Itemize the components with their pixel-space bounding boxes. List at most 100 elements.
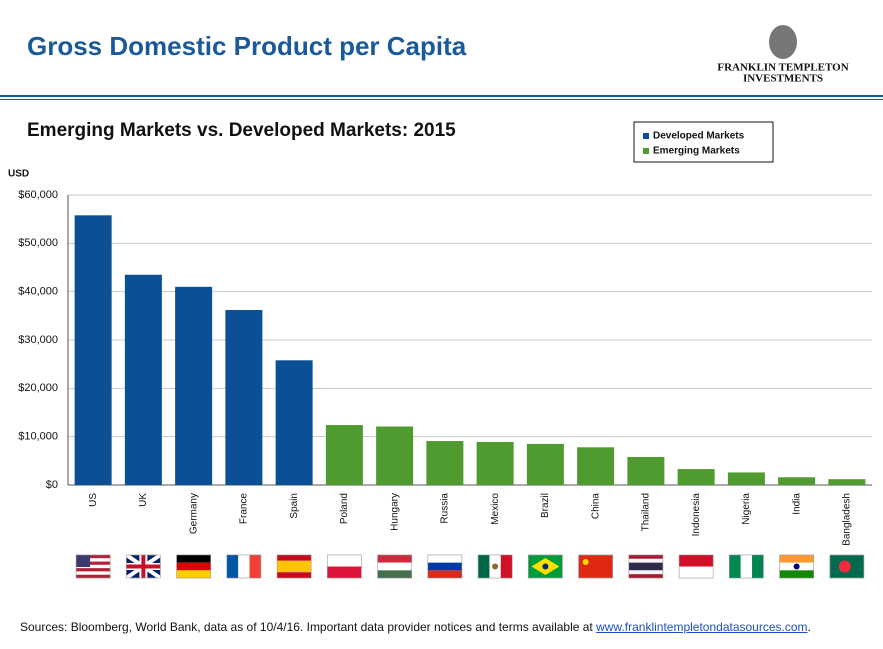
flag-canton — [76, 555, 91, 567]
flag-stripe — [76, 558, 111, 562]
x-tick-label: Mexico — [490, 493, 501, 525]
flag-border — [779, 554, 814, 579]
logo-text: INVESTMENTS — [743, 73, 823, 85]
bar — [727, 472, 765, 485]
flag-border — [276, 554, 312, 579]
source-link[interactable]: www.franklintempletondatasources.com — [596, 620, 808, 634]
flag-star — [582, 559, 589, 565]
legend-swatch — [643, 133, 649, 139]
legend-swatch — [643, 148, 649, 154]
flag-stripe — [238, 555, 250, 578]
flag — [75, 554, 111, 579]
flag-stripe — [500, 555, 513, 578]
y-tick-label: $40,000 — [18, 286, 58, 298]
flag-stripe — [628, 555, 663, 559]
flag-border — [678, 554, 714, 579]
flag-stripe — [226, 555, 239, 578]
logo-text: FRANKLIN TEMPLETON — [717, 62, 848, 74]
flag-border — [75, 554, 111, 579]
flag — [779, 554, 814, 579]
flag — [327, 554, 362, 579]
y-tick-label: $50,000 — [18, 237, 58, 249]
bar — [476, 441, 514, 485]
flag — [377, 554, 412, 579]
bar — [275, 360, 313, 485]
flag-stripe — [76, 568, 111, 572]
y-tick-label: $10,000 — [18, 431, 58, 443]
flag-emblem — [793, 563, 800, 570]
flag-stripe — [752, 555, 764, 578]
flag-border — [829, 554, 865, 579]
bar — [376, 426, 414, 485]
y-tick-label: $30,000 — [18, 334, 58, 346]
flag-emblem — [542, 563, 549, 570]
flag-stripe — [679, 566, 714, 578]
legend-label: Emerging Markets — [653, 146, 740, 157]
flag-stripe — [76, 561, 111, 565]
flag-emblem — [838, 560, 851, 573]
flag-stripe — [277, 560, 312, 567]
flag-stripe — [76, 564, 111, 569]
flag-stripe — [740, 555, 753, 578]
x-tick-label: UK — [138, 493, 149, 507]
flag-stripe — [327, 555, 362, 567]
flag-stripe — [176, 570, 211, 578]
flag — [226, 554, 262, 579]
x-tick-label: Hungary — [389, 493, 400, 531]
x-tick-label: Spain — [289, 493, 300, 519]
flag-stripe — [76, 574, 111, 578]
flag-stripe — [377, 570, 412, 578]
flag-stripe — [679, 555, 714, 567]
flag-stripe — [377, 562, 412, 571]
x-tick-label: India — [791, 493, 802, 515]
flag-stripe — [628, 570, 663, 575]
flag-stripe — [427, 555, 462, 563]
flag — [528, 554, 563, 579]
bar — [74, 215, 112, 486]
flag — [628, 554, 664, 579]
flag-border — [427, 554, 463, 579]
bar — [124, 274, 162, 485]
x-tick-label: Bangladesh — [842, 493, 853, 546]
flag-stripe — [427, 562, 462, 571]
header-rule — [0, 95, 883, 97]
flag-stripe — [76, 555, 111, 559]
flag — [729, 554, 764, 579]
flag — [578, 554, 613, 579]
x-tick-label: China — [590, 493, 601, 520]
x-tick-label: Brazil — [540, 493, 551, 518]
x-tick-label: Germany — [188, 493, 199, 534]
bar — [426, 441, 464, 485]
source-text: Sources: Bloomberg, World Bank, data as … — [20, 620, 597, 634]
x-tick-label: Russia — [440, 493, 451, 524]
flag-stripe — [249, 555, 261, 578]
flag — [176, 554, 211, 579]
bar — [627, 456, 665, 485]
x-tick-label: Indonesia — [691, 493, 702, 537]
flag-bg — [578, 554, 613, 579]
flag-stripe — [779, 555, 814, 563]
flag-stripe — [729, 555, 741, 578]
y-axis-label: USD — [8, 169, 29, 180]
flag-border — [477, 554, 513, 579]
legend-box — [633, 121, 774, 163]
flag-stripe — [277, 555, 312, 561]
flag-stripe — [628, 558, 663, 563]
x-tick-label: France — [239, 493, 250, 525]
bar — [778, 477, 816, 485]
flag-border — [528, 554, 563, 579]
bar — [677, 469, 715, 485]
flag-stripe — [327, 566, 362, 578]
header-rule — [0, 99, 883, 100]
flag-cross — [141, 555, 146, 578]
bar — [828, 479, 866, 485]
bar — [175, 286, 213, 485]
flag-border — [126, 554, 161, 579]
flag — [276, 554, 312, 579]
logo: FRANKLIN TEMPLETON INVESTMENTS — [717, 25, 849, 85]
flag-border — [628, 554, 664, 579]
y-tick-label: $60,000 — [18, 189, 58, 201]
x-tick-label: Poland — [339, 493, 350, 524]
